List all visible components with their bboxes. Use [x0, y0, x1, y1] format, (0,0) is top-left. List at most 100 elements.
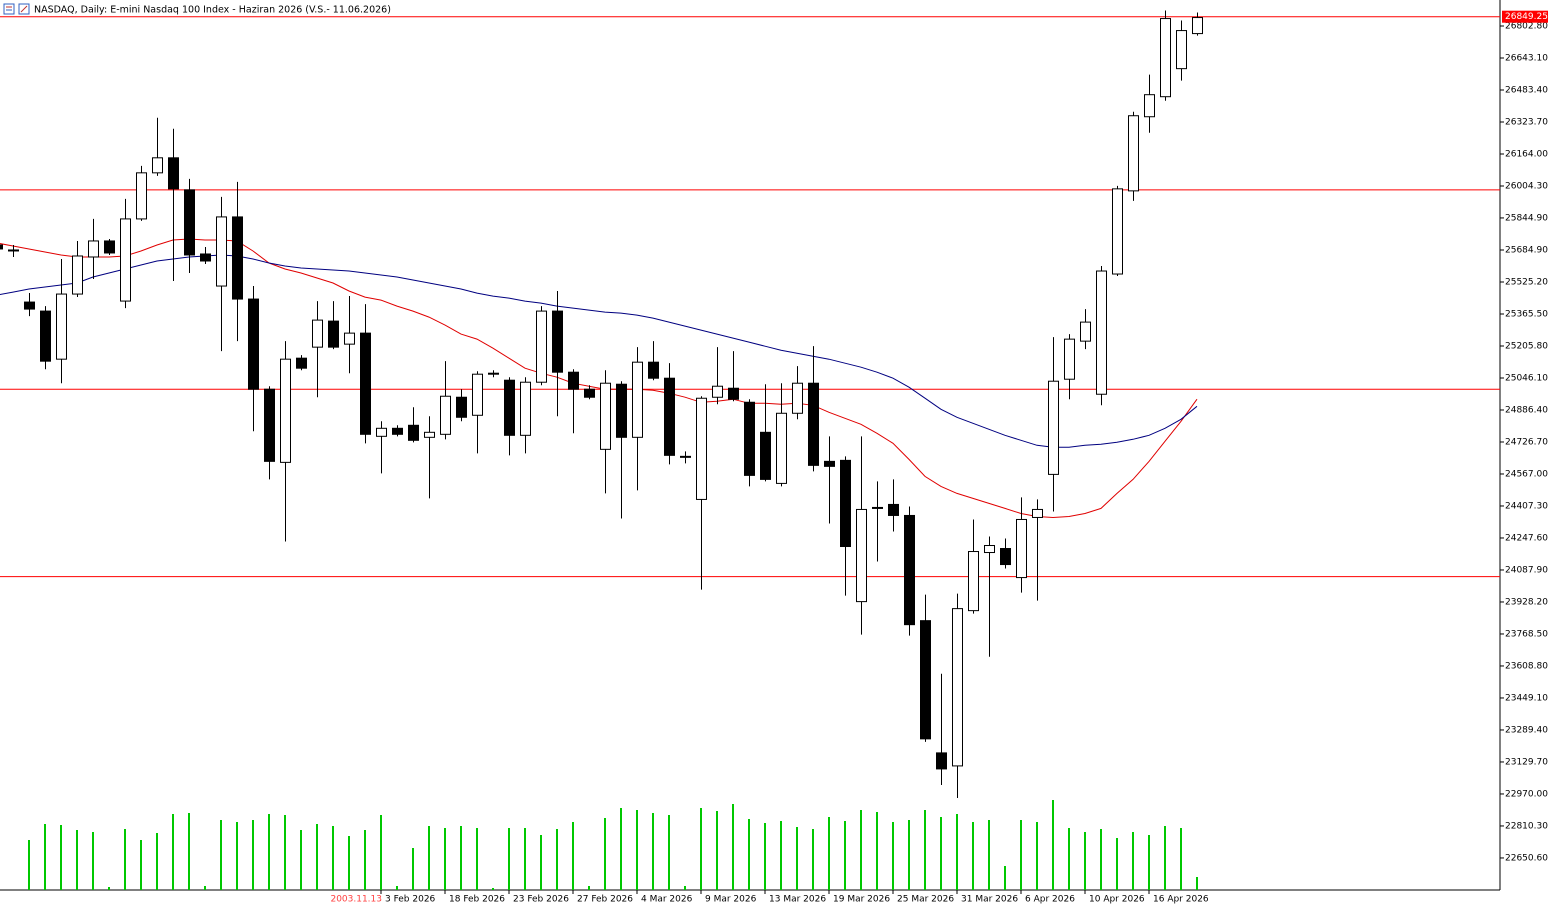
last-price-box	[1502, 10, 1548, 23]
y-tick-label: 26802.80	[1505, 22, 1548, 32]
y-tick-label: 23768.50	[1505, 629, 1548, 639]
moving-average	[0, 238, 1198, 519]
candle-body	[328, 320, 339, 348]
candle-body	[136, 172, 147, 220]
y-tick-label: 25844.90	[1505, 213, 1548, 223]
x-tick-label: 25 Mar 2026	[897, 895, 954, 905]
header-icons	[3, 3, 30, 15]
candle-body	[0, 244, 3, 250]
candle-body	[24, 301, 35, 310]
candle-body	[216, 216, 227, 287]
candle-body	[552, 310, 563, 373]
candle-body	[248, 298, 259, 390]
candle-body	[120, 218, 131, 302]
y-tick-label: 26004.30	[1505, 181, 1548, 191]
candle-body	[360, 332, 371, 435]
y-tick-label: 25205.80	[1505, 341, 1548, 351]
moving-average	[0, 254, 1198, 448]
candle-body	[968, 551, 979, 612]
candle-body	[392, 427, 403, 435]
candle-body	[824, 460, 835, 467]
candle-body	[792, 382, 803, 414]
y-tick-label: 24886.40	[1505, 405, 1548, 415]
candle-body	[184, 189, 195, 256]
y-tick-label: 25046.10	[1505, 373, 1548, 383]
y-tick-label: 26164.00	[1505, 150, 1548, 160]
candle-body	[408, 424, 419, 441]
candle-body	[1080, 321, 1091, 342]
y-tick-label: 23449.10	[1505, 693, 1548, 703]
candle-body	[712, 385, 723, 398]
candle-body	[568, 371, 579, 390]
candle-body	[232, 216, 243, 300]
candle-body	[744, 401, 755, 476]
candle-body	[1096, 270, 1107, 395]
candle-body	[504, 379, 515, 436]
candle-body	[1016, 518, 1027, 579]
candle-body	[200, 253, 211, 262]
candle-body	[680, 455, 691, 458]
y-tick-label: 26643.10	[1505, 54, 1548, 64]
candle-body	[72, 255, 83, 295]
candle-body	[1112, 188, 1123, 275]
y-tick-label: 24567.00	[1505, 469, 1548, 479]
candle-body	[632, 361, 643, 438]
cursor-date-label: 2003.11.13	[330, 895, 382, 905]
candle-body	[88, 240, 99, 258]
x-tick-label: 18 Feb 2026	[449, 895, 505, 905]
y-tick-label: 26483.40	[1505, 86, 1548, 96]
candle-body	[728, 387, 739, 400]
y-tick-label: 22810.30	[1505, 821, 1548, 831]
x-tick-label: 13 Mar 2026	[769, 895, 826, 905]
candle-body	[1192, 17, 1203, 35]
candle-body	[520, 381, 531, 436]
candle-body	[808, 382, 819, 466]
candle-body	[1160, 18, 1171, 98]
candle-body	[488, 372, 499, 375]
x-tick-label: 6 Apr 2026	[1025, 895, 1075, 905]
candle-body	[600, 382, 611, 450]
candle-body	[1032, 508, 1043, 518]
candle-body	[920, 620, 931, 740]
candle-body	[56, 293, 67, 360]
candle-body	[1128, 115, 1139, 192]
y-tick-label: 23608.80	[1505, 661, 1548, 671]
candle-body	[168, 157, 179, 190]
candle-body	[1144, 94, 1155, 118]
last-price-label: 26849.25	[1505, 12, 1548, 22]
candle-body	[952, 608, 963, 767]
y-tick-label: 24087.90	[1505, 565, 1548, 575]
y-tick-label: 25525.20	[1505, 277, 1548, 287]
candle-body	[312, 319, 323, 348]
candle-body	[872, 506, 883, 509]
chart-title: NASDAQ, Daily: E-mini Nasdaq 100 Index -…	[34, 5, 391, 16]
candle-body	[296, 357, 307, 369]
candle-body	[1064, 338, 1075, 380]
candle-body	[776, 412, 787, 484]
y-tick-label: 23928.20	[1505, 597, 1548, 607]
candle-body	[264, 388, 275, 462]
candle-body	[104, 240, 115, 254]
candle-body	[424, 431, 435, 438]
icon-line	[20, 5, 28, 13]
candle-body	[1000, 548, 1011, 566]
x-tick-label: 4 Mar 2026	[641, 895, 693, 905]
candle-body	[648, 361, 659, 379]
candle-body	[40, 310, 51, 362]
candle-body	[904, 514, 915, 626]
icon	[3, 3, 15, 15]
candle-body	[152, 157, 163, 174]
candle-body	[440, 395, 451, 435]
y-tick-label: 23129.70	[1505, 757, 1548, 767]
candle-body	[536, 310, 547, 383]
candle-body	[472, 373, 483, 416]
candle-body	[936, 752, 947, 770]
candle-body	[696, 397, 707, 500]
x-tick-label: 3 Feb 2026	[385, 895, 436, 905]
candle-body	[616, 383, 627, 438]
y-tick-label: 22970.00	[1505, 789, 1548, 799]
y-tick-label: 24247.60	[1505, 533, 1548, 543]
candle-body	[760, 431, 771, 480]
